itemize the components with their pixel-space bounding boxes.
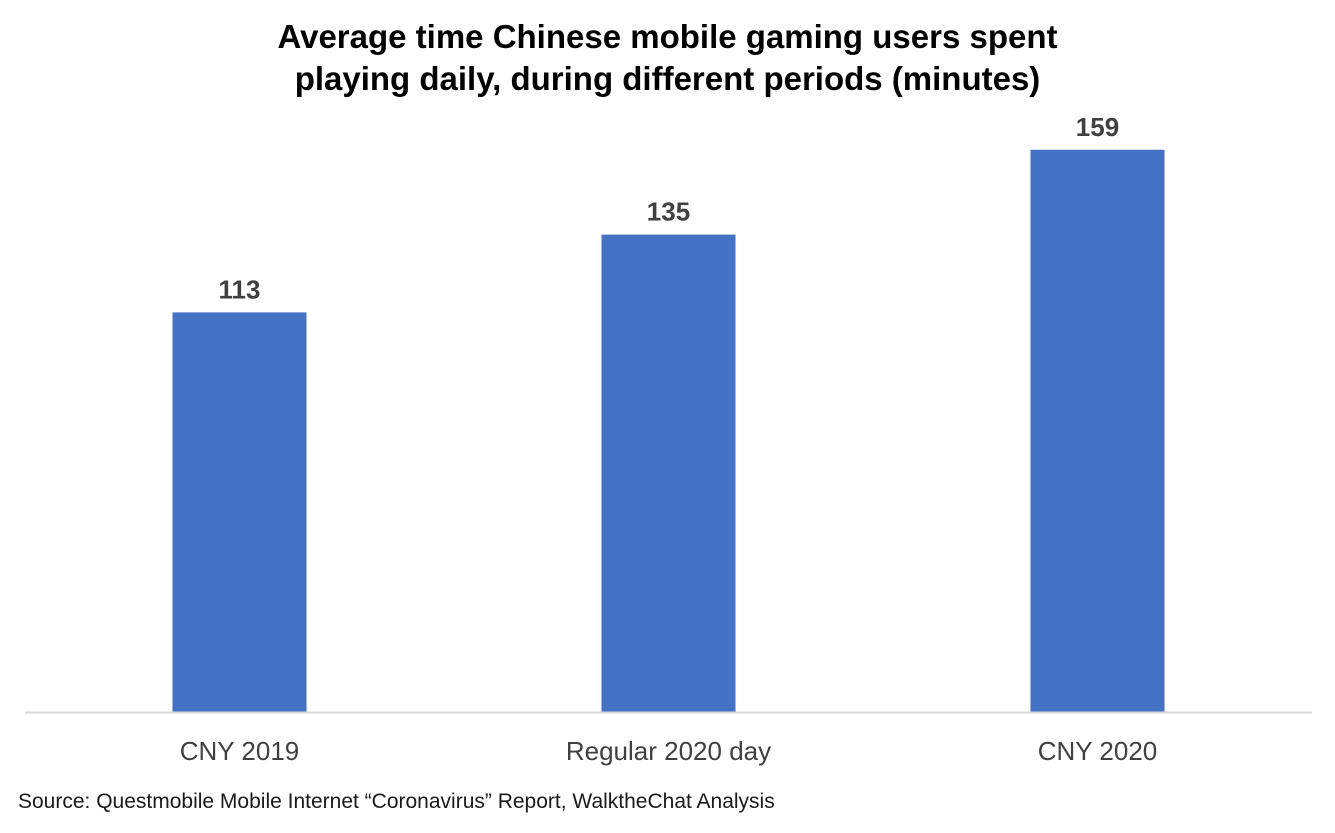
chart-title-line-1: Average time Chinese mobile gaming users… bbox=[277, 18, 1058, 55]
data-label-0: 113 bbox=[219, 274, 261, 304]
bar-0 bbox=[172, 312, 307, 712]
bar-2 bbox=[1030, 149, 1165, 713]
source-note: Source: Questmobile Mobile Internet “Cor… bbox=[18, 790, 775, 813]
data-label-2: 159 bbox=[1076, 112, 1119, 142]
bars-layer bbox=[172, 149, 1165, 713]
data-label-1: 135 bbox=[647, 197, 690, 227]
bar-1 bbox=[601, 234, 736, 712]
chart-title-line-2: playing daily, during different periods … bbox=[294, 60, 1041, 97]
chart-title: Average time Chinese mobile gaming users… bbox=[0, 16, 1335, 100]
x-tick-labels-layer: CNY 2019 Regular 2020 day CNY 2020 bbox=[180, 736, 1158, 766]
x-tick-label-1: Regular 2020 day bbox=[566, 736, 771, 766]
x-tick-label-2: CNY 2020 bbox=[1038, 736, 1158, 766]
data-labels-layer: 113 135 159 bbox=[219, 112, 1120, 305]
x-tick-label-0: CNY 2019 bbox=[180, 736, 300, 766]
